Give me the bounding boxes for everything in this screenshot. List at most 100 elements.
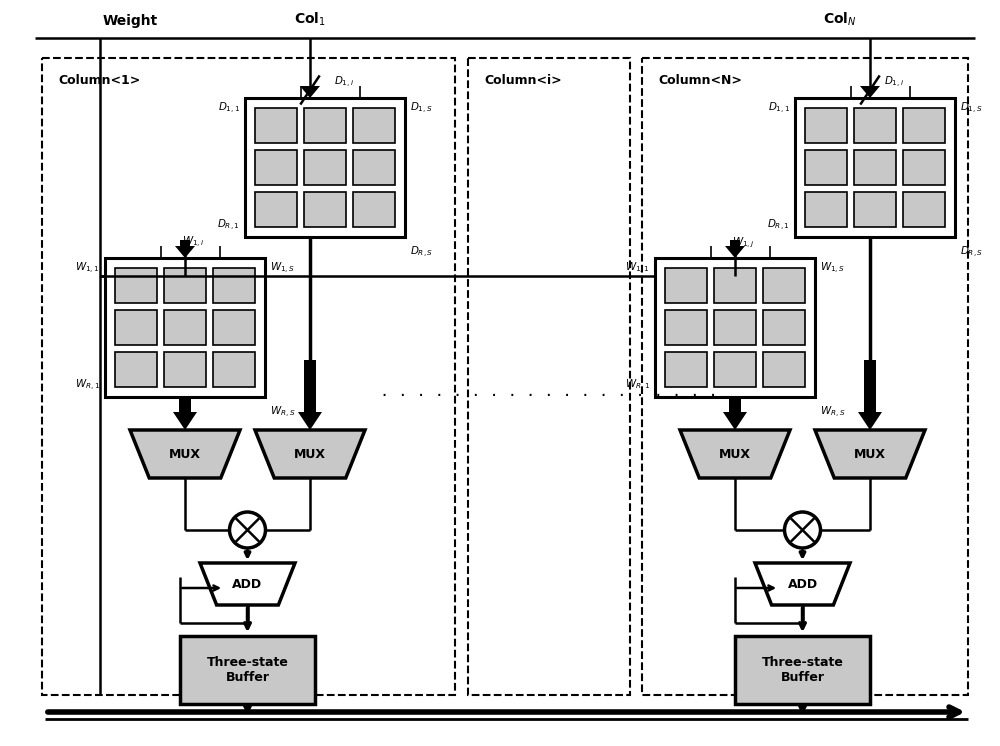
Text: MUX: MUX (169, 448, 201, 460)
Bar (795, 98, 955, 237)
Bar (714, 268, 756, 303)
Text: $D_{1,i}$: $D_{1,i}$ (884, 75, 904, 90)
Text: $D_{1,S}$: $D_{1,S}$ (410, 101, 433, 116)
Bar (115, 352, 157, 387)
Bar (665, 352, 707, 387)
Polygon shape (723, 412, 747, 430)
Bar (304, 192, 346, 227)
Text: $W_{R,1}$: $W_{R,1}$ (75, 377, 100, 392)
Bar (763, 268, 805, 303)
Bar (714, 352, 756, 387)
Polygon shape (298, 412, 322, 430)
Bar (305, 86, 315, 90)
Bar (179, 399, 191, 412)
Text: $W_{1,j}$: $W_{1,j}$ (732, 236, 754, 250)
Text: $D_{R,1}$: $D_{R,1}$ (217, 217, 240, 233)
Bar (304, 108, 346, 143)
Circle shape (230, 512, 266, 548)
Bar (730, 240, 740, 246)
Text: Col$_1$: Col$_1$ (294, 10, 326, 28)
Polygon shape (255, 430, 365, 478)
Polygon shape (680, 430, 790, 478)
Bar (164, 352, 206, 387)
Bar (714, 310, 756, 345)
Text: Three-state
Buffer: Three-state Buffer (207, 656, 288, 684)
Text: $W_{1,1}$: $W_{1,1}$ (75, 260, 100, 275)
Bar (642, 58, 968, 695)
Bar (665, 268, 707, 303)
Text: $D_{R,S}$: $D_{R,S}$ (410, 245, 433, 260)
Bar (164, 310, 206, 345)
Polygon shape (860, 86, 880, 98)
Polygon shape (300, 86, 320, 98)
Bar (903, 150, 945, 185)
Text: ADD: ADD (232, 577, 263, 591)
Bar (353, 192, 395, 227)
Bar (213, 352, 255, 387)
Bar (255, 108, 297, 143)
Text: Col$_N$: Col$_N$ (823, 10, 857, 28)
Text: $W_{R,S}$: $W_{R,S}$ (820, 405, 845, 420)
Bar (805, 192, 847, 227)
Text: · · · · · · · · · · · · · · · · · · ·: · · · · · · · · · · · · · · · · · · · (380, 387, 718, 403)
Bar (729, 399, 741, 412)
Circle shape (784, 512, 820, 548)
Text: Column<N>: Column<N> (658, 74, 742, 87)
Text: MUX: MUX (854, 448, 886, 460)
Bar (180, 636, 315, 704)
Text: $W_{1,i}$: $W_{1,i}$ (182, 235, 204, 250)
Bar (353, 108, 395, 143)
Polygon shape (200, 563, 295, 605)
Text: ADD: ADD (787, 577, 818, 591)
Bar (805, 150, 847, 185)
Bar (304, 150, 346, 185)
Text: $D_{R,1}$: $D_{R,1}$ (767, 217, 790, 233)
Bar (213, 268, 255, 303)
Bar (805, 108, 847, 143)
Bar (655, 258, 815, 397)
Bar (245, 98, 405, 237)
Bar (255, 150, 297, 185)
Bar (255, 192, 297, 227)
Polygon shape (858, 412, 882, 430)
Bar (665, 310, 707, 345)
Bar (763, 310, 805, 345)
Text: $W_{1,S}$: $W_{1,S}$ (820, 260, 845, 275)
Text: $D_{1,1}$: $D_{1,1}$ (768, 101, 790, 116)
Bar (865, 86, 875, 90)
Bar (735, 636, 870, 704)
Text: $D_{R,S}$: $D_{R,S}$ (960, 245, 983, 260)
Bar (180, 240, 190, 246)
Text: Weight: Weight (102, 14, 158, 28)
Bar (115, 268, 157, 303)
Text: MUX: MUX (719, 448, 751, 460)
Text: $D_{1,i}$: $D_{1,i}$ (334, 75, 354, 90)
Bar (105, 258, 265, 397)
Text: $W_{1,S}$: $W_{1,S}$ (270, 260, 295, 275)
Text: $W_{R,S}$: $W_{R,S}$ (270, 405, 295, 420)
Polygon shape (173, 412, 197, 430)
Bar (304, 360, 316, 412)
Text: $D_{1,S}$: $D_{1,S}$ (960, 101, 983, 116)
Bar (854, 108, 896, 143)
Bar (468, 58, 630, 695)
Polygon shape (130, 430, 240, 478)
Text: $W_{1,1}$: $W_{1,1}$ (625, 260, 650, 275)
Bar (763, 352, 805, 387)
Bar (854, 192, 896, 227)
Bar (42, 58, 455, 695)
Bar (115, 310, 157, 345)
Text: $W_{R,1}$: $W_{R,1}$ (625, 377, 650, 392)
Text: $D_{1,1}$: $D_{1,1}$ (218, 101, 240, 116)
Bar (164, 268, 206, 303)
Text: Column<1>: Column<1> (58, 74, 140, 87)
Polygon shape (815, 430, 925, 478)
Bar (864, 360, 876, 412)
Bar (903, 192, 945, 227)
Bar (213, 310, 255, 345)
Text: MUX: MUX (294, 448, 326, 460)
Text: Three-state
Buffer: Three-state Buffer (762, 656, 843, 684)
Polygon shape (725, 246, 745, 258)
Bar (903, 108, 945, 143)
Text: Column<i>: Column<i> (484, 74, 562, 87)
